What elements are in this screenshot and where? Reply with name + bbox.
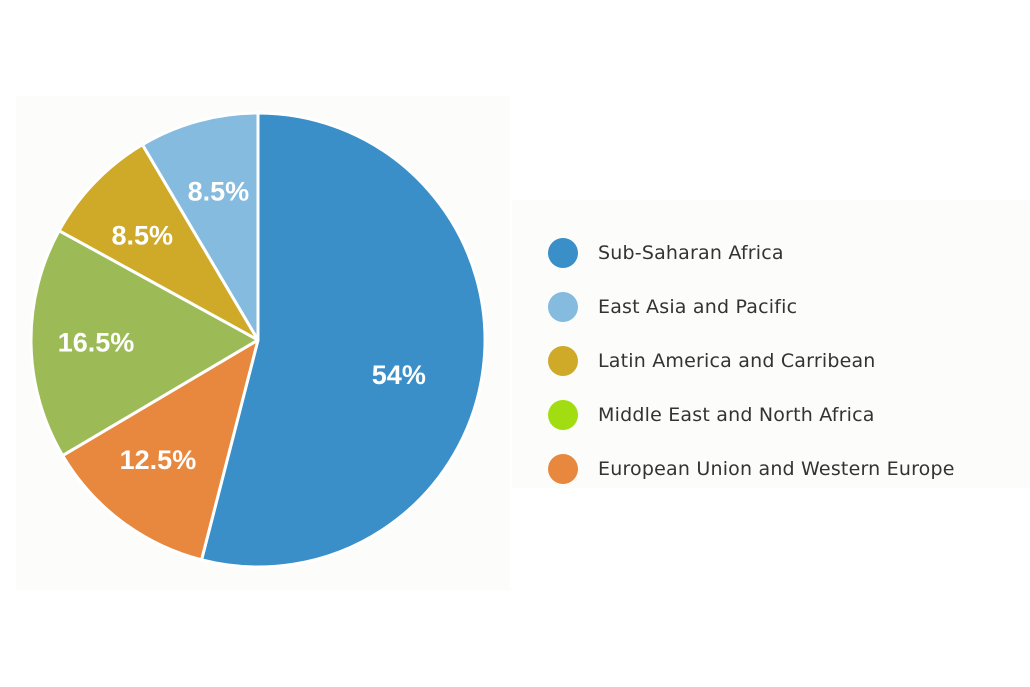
legend-swatch xyxy=(548,346,578,376)
slice-label: 16.5% xyxy=(58,327,135,357)
chart-legend: Sub-Saharan Africa East Asia and Pacific… xyxy=(548,226,955,496)
legend-label: East Asia and Pacific xyxy=(598,296,798,318)
pie-slice-latin-america-and-carribean xyxy=(57,143,260,342)
legend-item-eu-western-europe: European Union and Western Europe xyxy=(548,442,955,496)
legend-item-middle-east-north-africa: Middle East and North Africa xyxy=(548,388,955,442)
legend-item-sub-saharan-africa: Sub-Saharan Africa xyxy=(548,226,955,280)
legend-panel xyxy=(512,200,1030,488)
legend-swatch xyxy=(548,454,578,484)
legend-label: Sub-Saharan Africa xyxy=(598,242,784,264)
pie-slice-sub-saharan-africa xyxy=(200,111,487,569)
legend-label: Middle East and North Africa xyxy=(598,404,875,426)
legend-label: European Union and Western Europe xyxy=(598,458,955,480)
pie-slice-middle-east-and-north-africa xyxy=(29,229,260,458)
legend-swatch xyxy=(548,238,578,268)
slice-label: 8.5% xyxy=(112,221,174,251)
legend-label: Latin America and Carribean xyxy=(598,350,876,372)
legend-swatch xyxy=(548,292,578,322)
slice-label: 8.5% xyxy=(188,176,250,206)
legend-item-east-asia-pacific: East Asia and Pacific xyxy=(548,280,955,334)
pie-slice-european-union-and-western-europe xyxy=(61,338,260,562)
pie-slice-east-asia-and-pacific xyxy=(140,111,260,342)
slice-label: 12.5% xyxy=(120,445,197,475)
slice-label: 54% xyxy=(372,360,426,390)
legend-swatch xyxy=(548,400,578,430)
legend-item-latin-america-carribean: Latin America and Carribean xyxy=(548,334,955,388)
